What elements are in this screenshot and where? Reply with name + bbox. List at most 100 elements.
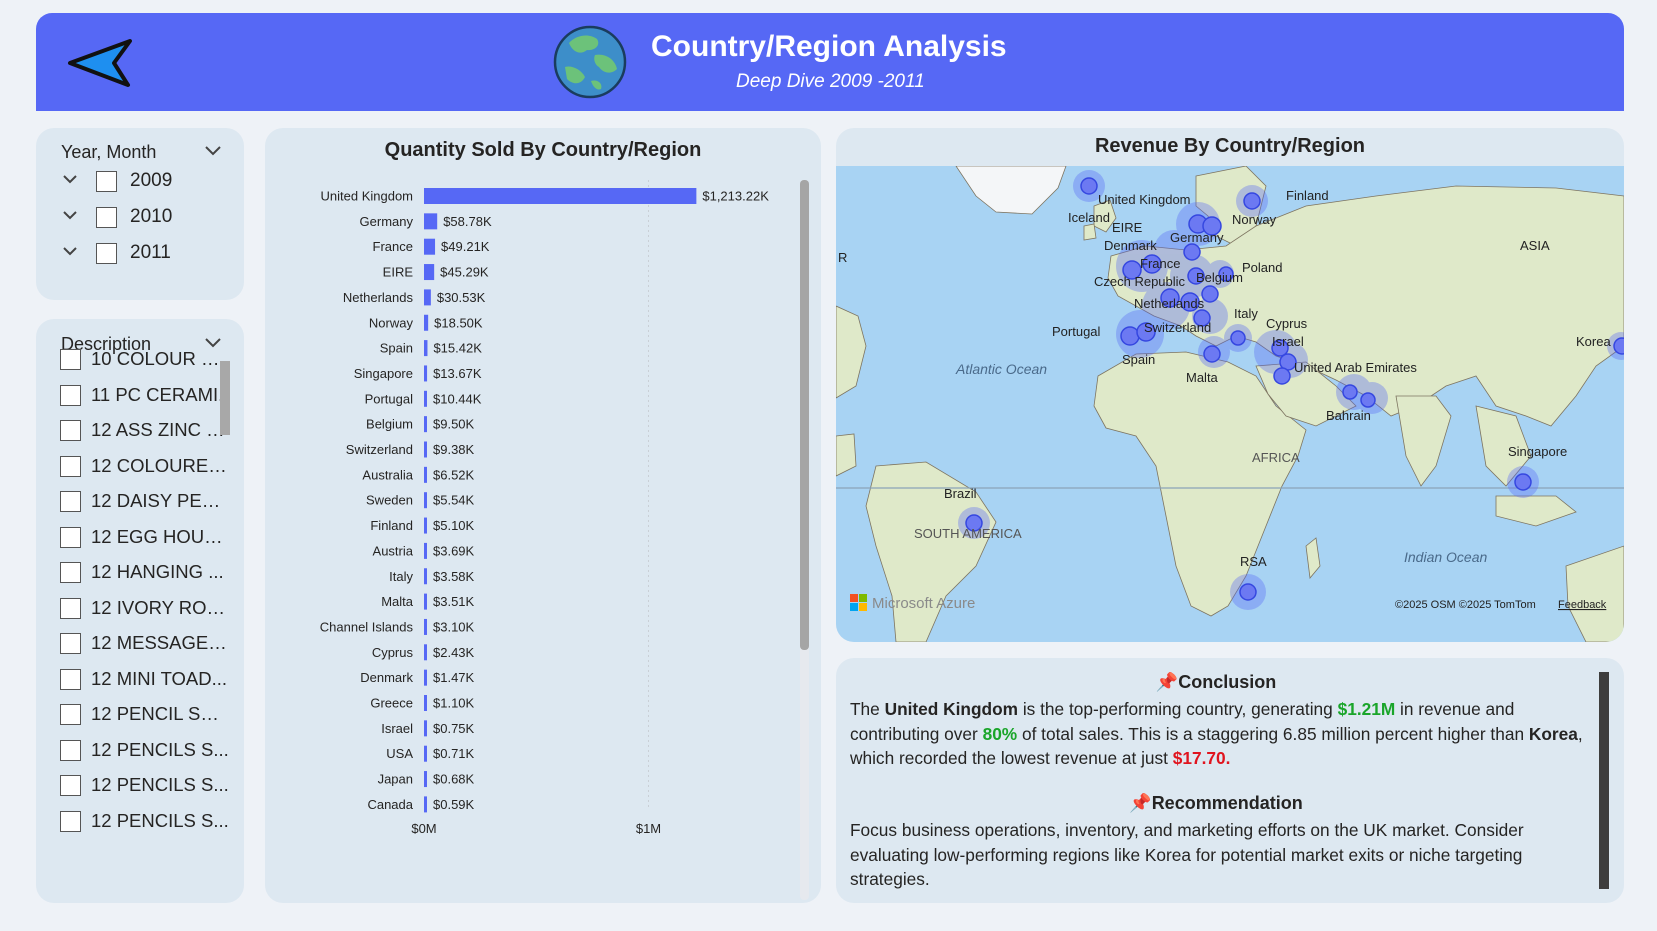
checkbox[interactable] [60, 384, 81, 406]
checkbox[interactable] [60, 562, 81, 583]
pushpin-icon: 📌 [1129, 793, 1152, 813]
description-item[interactable]: 12 PENCILS S... [60, 738, 229, 766]
checkbox[interactable] [60, 597, 81, 619]
bar[interactable] [424, 542, 427, 559]
bar[interactable] [424, 390, 427, 407]
scrollbar-thumb[interactable] [800, 180, 809, 650]
description-item[interactable]: 12 ASS ZINC C... [60, 418, 231, 446]
bar[interactable] [424, 593, 427, 610]
data-label: $0.71K [433, 746, 475, 761]
bar[interactable] [424, 720, 427, 737]
data-label: $1.10K [433, 696, 475, 711]
bar[interactable] [424, 416, 427, 433]
map-label: Italy [1234, 306, 1258, 321]
bar[interactable] [424, 568, 427, 585]
insight-card: 📌Conclusion The United Kingdom is the to… [836, 658, 1624, 903]
description-item[interactable]: 12 IVORY ROS... [60, 596, 231, 624]
slicer-title: Description [61, 334, 152, 354]
checkbox[interactable] [60, 633, 81, 654]
map-label: Singapore [1508, 444, 1567, 459]
checkbox[interactable] [96, 243, 117, 264]
category-label: Denmark [360, 670, 413, 685]
scrollbar-thumb[interactable] [1599, 672, 1609, 889]
description-item[interactable]: 12 PENCIL SM... [60, 702, 231, 730]
checkbox[interactable] [60, 420, 81, 441]
bar[interactable] [424, 340, 428, 357]
year-item-2011[interactable]: 2011 [62, 242, 232, 270]
checkbox[interactable] [60, 739, 81, 761]
chevron-down-icon[interactable] [62, 174, 78, 186]
checkbox[interactable] [60, 775, 81, 796]
bar[interactable] [424, 745, 427, 762]
description-item[interactable]: 12 PENCILS S... [60, 809, 229, 837]
category-label: Italy [389, 569, 413, 584]
checkbox[interactable] [60, 704, 81, 725]
bar[interactable] [424, 264, 435, 281]
bar[interactable] [424, 618, 427, 635]
recommendation-title: Recommendation [1151, 793, 1303, 813]
data-label: $58.78K [443, 214, 492, 229]
map-feedback-link[interactable]: Feedback [1558, 599, 1607, 611]
chevron-down-icon[interactable] [204, 337, 222, 349]
bar[interactable] [424, 314, 429, 331]
data-label: $1,213.22K [702, 189, 769, 204]
category-label: Finland [370, 518, 413, 533]
bar[interactable] [424, 466, 427, 483]
description-item[interactable]: 12 DAISY PEGS... [60, 489, 231, 517]
description-item[interactable]: 12 HANGING ... [60, 560, 225, 588]
world-map[interactable]: United Kingdom Iceland EIRE Finland Norw… [836, 166, 1624, 642]
bar[interactable] [424, 771, 427, 788]
checkbox[interactable] [60, 455, 81, 477]
year-item-2010[interactable]: 2010 [62, 206, 232, 234]
conclusion-text: The United Kingdom is the top-performing… [850, 699, 1583, 768]
bar[interactable] [424, 796, 427, 813]
checkbox[interactable] [96, 207, 117, 228]
bar[interactable] [424, 644, 427, 661]
bar[interactable] [424, 289, 431, 306]
map-label: Malta [1186, 370, 1219, 385]
description-item[interactable]: 10 COLOUR SP.. [60, 347, 231, 375]
year-item-2009[interactable]: 2009 [62, 170, 232, 198]
description-label: 12 PENCILS S... [91, 738, 229, 760]
checkbox[interactable] [60, 810, 81, 832]
category-label: Canada [367, 797, 413, 812]
checkbox[interactable] [96, 171, 117, 192]
description-label: 12 COLOURED... [91, 454, 231, 476]
map-canvas[interactable]: United Kingdom Iceland EIRE Finland Norw… [836, 166, 1624, 642]
description-item[interactable]: 12 COLOURED... [60, 454, 231, 482]
description-item[interactable]: 12 EGG HOUS... [60, 525, 231, 553]
data-label: $5.54K [433, 493, 475, 508]
bar[interactable] [424, 365, 428, 382]
checkbox[interactable] [60, 491, 81, 512]
bar[interactable] [424, 669, 427, 686]
category-label: EIRE [383, 265, 414, 280]
category-label: USA [386, 746, 413, 761]
chevron-down-icon[interactable] [204, 145, 222, 157]
data-label: $1.47K [433, 670, 475, 685]
checkbox[interactable] [60, 668, 81, 690]
map-label: United Arab Emirates [1294, 360, 1417, 375]
description-item[interactable]: 12 MINI TOAD... [60, 667, 227, 695]
back-arrow-button[interactable] [66, 35, 138, 91]
scrollbar-thumb[interactable] [220, 361, 230, 435]
description-item[interactable]: 12 MESSAGE C... [60, 631, 231, 659]
bar[interactable] [424, 441, 427, 458]
description-item[interactable]: 11 PC CERAMI.. [60, 383, 228, 411]
bar[interactable] [424, 188, 697, 204]
conclusion-heading: 📌Conclusion [836, 672, 1596, 693]
description-label: 11 PC CERAMI.. [91, 383, 229, 405]
bar[interactable] [424, 238, 436, 255]
checkbox[interactable] [60, 526, 81, 548]
description-item[interactable]: 12 PENCILS S... [60, 773, 229, 801]
category-label: Japan [378, 772, 413, 787]
chevron-down-icon[interactable] [62, 246, 78, 258]
bar[interactable] [424, 695, 427, 711]
map-label: Czech Republic [1094, 274, 1186, 289]
chevron-down-icon[interactable] [62, 210, 78, 222]
checkbox[interactable] [60, 349, 81, 370]
data-label: $49.21K [441, 239, 490, 254]
data-label: $2.43K [433, 645, 475, 660]
bar[interactable] [424, 492, 427, 509]
bar[interactable] [424, 517, 427, 534]
bar[interactable] [424, 213, 438, 230]
